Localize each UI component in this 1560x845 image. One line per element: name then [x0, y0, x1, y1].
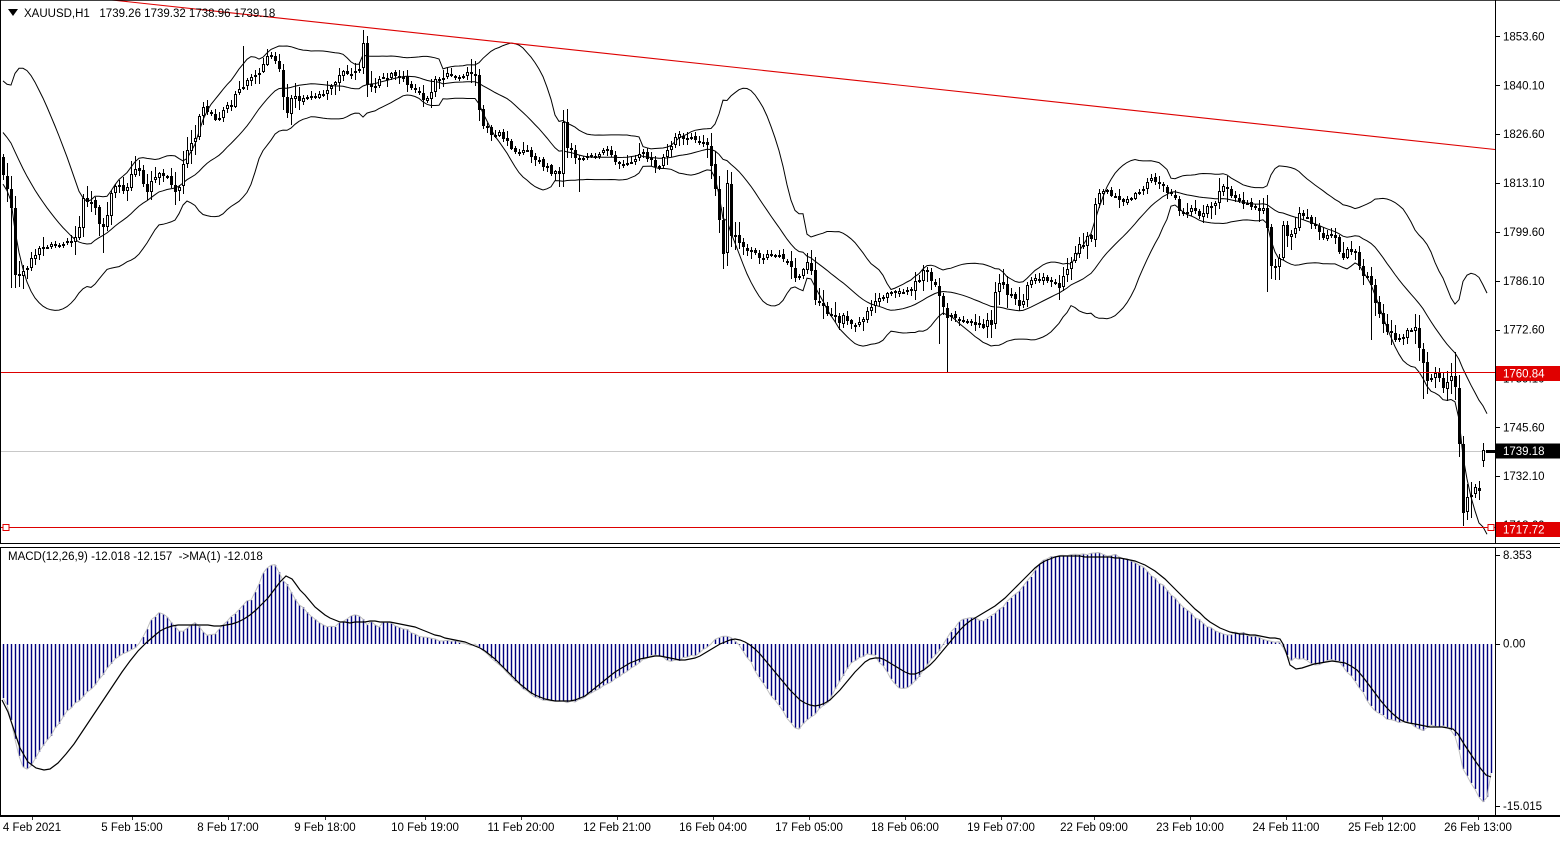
svg-text:1745.60: 1745.60: [1503, 422, 1545, 434]
svg-text:MACD(12,26,9) -12.018 -12.157: MACD(12,26,9) -12.018 -12.157 ->MA(1) -1…: [8, 551, 263, 563]
svg-text:11 Feb 20:00: 11 Feb 20:00: [488, 822, 555, 834]
svg-text:0.00: 0.00: [1503, 639, 1525, 651]
svg-text:1760.84: 1760.84: [1503, 369, 1545, 381]
svg-text:-15.015: -15.015: [1503, 801, 1542, 813]
svg-text:1732.10: 1732.10: [1503, 471, 1545, 483]
svg-text:8.353: 8.353: [1503, 550, 1532, 562]
svg-text:24 Feb 11:00: 24 Feb 11:00: [1253, 822, 1320, 834]
svg-text:4 Feb 2021: 4 Feb 2021: [3, 822, 61, 834]
svg-text:1772.60: 1772.60: [1503, 325, 1545, 337]
svg-text:23 Feb 10:00: 23 Feb 10:00: [1156, 822, 1224, 834]
svg-text:1840.10: 1840.10: [1503, 80, 1545, 92]
svg-text:18 Feb 06:00: 18 Feb 06:00: [871, 822, 939, 834]
svg-text:12 Feb 21:00: 12 Feb 21:00: [583, 822, 651, 834]
svg-text:10 Feb 19:00: 10 Feb 19:00: [391, 822, 459, 834]
svg-text:25 Feb 12:00: 25 Feb 12:00: [1348, 822, 1416, 834]
svg-text:1717.72: 1717.72: [1503, 525, 1545, 537]
svg-text:1799.60: 1799.60: [1503, 227, 1545, 239]
svg-text:26 Feb 13:00: 26 Feb 13:00: [1444, 822, 1512, 834]
svg-text:1813.10: 1813.10: [1503, 178, 1545, 190]
svg-text:8 Feb 17:00: 8 Feb 17:00: [197, 822, 258, 834]
svg-text:1739.18: 1739.18: [1503, 446, 1545, 458]
svg-text:19 Feb 07:00: 19 Feb 07:00: [967, 822, 1035, 834]
svg-text:17 Feb 05:00: 17 Feb 05:00: [775, 822, 843, 834]
svg-text:XAUUSD,H1 1739.26 1739.32 17: XAUUSD,H1 1739.26 1739.32 1738.96 1739.1…: [24, 8, 275, 20]
svg-text:1786.10: 1786.10: [1503, 276, 1545, 288]
svg-text:9 Feb 18:00: 9 Feb 18:00: [294, 822, 355, 834]
svg-text:1853.60: 1853.60: [1503, 32, 1545, 44]
svg-text:5 Feb 15:00: 5 Feb 15:00: [101, 822, 162, 834]
svg-text:16 Feb 04:00: 16 Feb 04:00: [679, 822, 747, 834]
svg-text:22 Feb 09:00: 22 Feb 09:00: [1060, 822, 1128, 834]
svg-text:1826.60: 1826.60: [1503, 129, 1545, 141]
